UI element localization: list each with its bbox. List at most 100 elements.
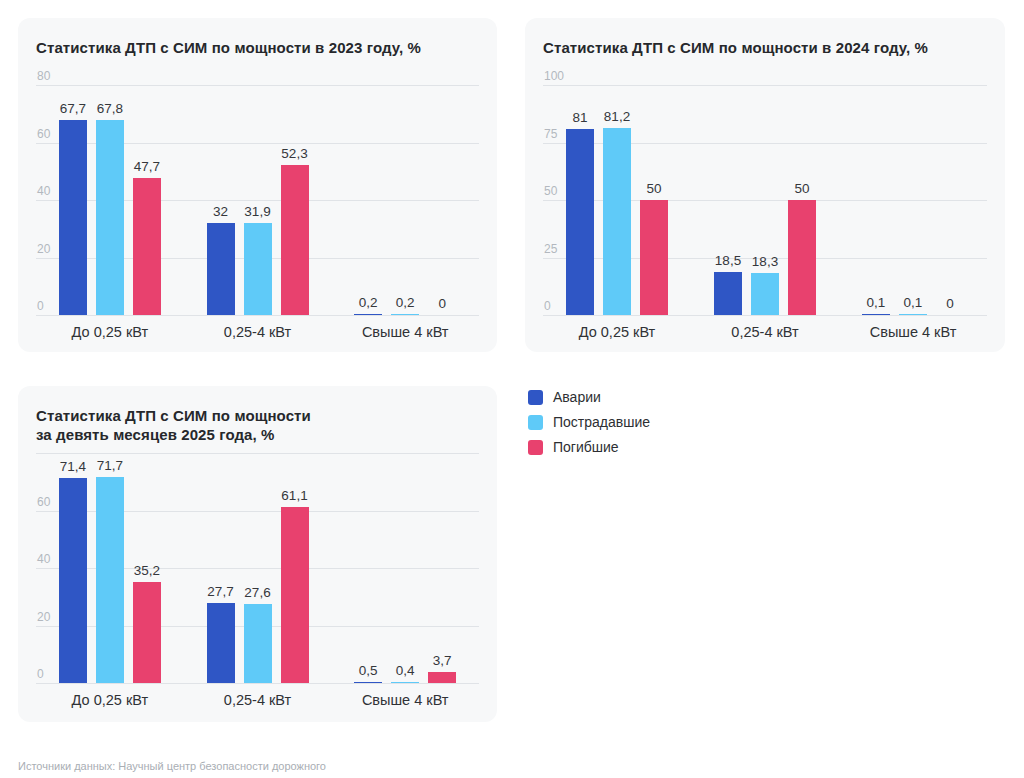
legend-swatch-accidents — [528, 390, 543, 405]
bar-with-label: 27,7 — [207, 584, 235, 683]
bar-injured — [603, 128, 631, 315]
plot-area: 80604020067,767,847,73231,952,30,20,20 — [36, 85, 479, 315]
bar-with-label: 3,7 — [428, 653, 456, 683]
chart-title: Статистика ДТП с СИМ по мощности в 2024 … — [543, 38, 987, 78]
source-note: Источники данных: Научный центр безопасн… — [18, 759, 366, 778]
bar-deaths — [133, 582, 161, 683]
category-label: Свыше 4 кВт — [839, 324, 987, 340]
bar-value-label: 71,7 — [97, 458, 123, 473]
bar-with-label: 0 — [428, 296, 456, 315]
bar-value-label: 71,4 — [60, 459, 86, 474]
bar-value-label: 31,9 — [244, 204, 270, 219]
gridline — [543, 315, 987, 316]
bar-with-label: 50 — [640, 181, 668, 315]
category-row: До 0,25 кВт0,25-4 кВтСвыше 4 кВт — [36, 692, 479, 708]
category-label: Свыше 4 кВт — [331, 692, 479, 708]
bar-with-label: 27,6 — [244, 585, 272, 683]
plot-area: 604020071,471,735,227,727,661,10,50,43,7 — [36, 453, 479, 683]
bar-with-label: 0 — [936, 296, 964, 315]
bar-with-label: 0,5 — [354, 663, 382, 683]
bar-value-label: 35,2 — [134, 563, 160, 578]
gridline — [36, 85, 479, 86]
bar-injured — [391, 314, 419, 315]
legend-swatch-injured — [528, 415, 543, 430]
bar-with-label: 67,7 — [59, 101, 87, 315]
bar-value-label: 27,6 — [244, 585, 270, 600]
bar-with-label: 35,2 — [133, 563, 161, 683]
bar-value-label: 0,4 — [396, 663, 415, 678]
bar-groups: 67,767,847,73231,952,30,20,20 — [36, 101, 479, 315]
bar-value-label: 18,3 — [752, 254, 778, 269]
bar-with-label: 0,4 — [391, 663, 419, 683]
bar-with-label: 0,1 — [862, 295, 890, 315]
bar-group: 0,5 0,4 3,7 — [331, 458, 479, 683]
category-row: До 0,25 кВт0,25-4 кВтСвыше 4 кВт — [543, 324, 987, 340]
bar-value-label: 27,7 — [207, 584, 233, 599]
bar-accidents — [714, 272, 742, 315]
legend-label: Пострадавшие — [553, 414, 650, 430]
bar-value-label: 0,2 — [396, 295, 415, 310]
bar-group: 71,4 71,7 35,2 — [36, 458, 184, 683]
gridline — [543, 85, 987, 86]
bar-value-label: 0,5 — [359, 663, 378, 678]
bar-deaths — [788, 200, 816, 315]
bar-value-label: 67,8 — [97, 101, 123, 116]
bar-with-label: 61,1 — [281, 488, 309, 683]
bar-value-label: 0,1 — [904, 295, 923, 310]
bar-injured — [244, 223, 272, 315]
y-axis-tick-label: 100 — [544, 69, 564, 83]
bar-with-label: 32 — [207, 204, 235, 315]
legend-label: Погибшие — [553, 439, 619, 455]
plot-area: 10075502508181,25018,518,3500,10,10 — [543, 85, 987, 315]
bar-with-label: 0,2 — [354, 295, 382, 315]
bar-accidents — [354, 682, 382, 683]
bar-value-label: 81,2 — [604, 109, 630, 124]
category-label: 0,25-4 кВт — [691, 324, 839, 340]
category-label: До 0,25 кВт — [36, 324, 184, 340]
bar-value-label: 0,2 — [359, 295, 378, 310]
chart-title: Статистика ДТП с СИМ по мощности в 2023 … — [36, 38, 479, 78]
chart-title-line: за девять месяцев 2025 года, % — [36, 425, 479, 444]
y-axis-tick-label: 80 — [37, 69, 50, 83]
category-label: До 0,25 кВт — [36, 692, 184, 708]
bar-injured — [96, 120, 124, 315]
bar-with-label: 81 — [566, 110, 594, 315]
bar-accidents — [207, 223, 235, 315]
category-label: 0,25-4 кВт — [184, 324, 332, 340]
bar-value-label: 61,1 — [281, 488, 307, 503]
bar-deaths — [640, 200, 668, 315]
bar-group: 81 81,2 50 — [543, 109, 691, 315]
chart-title-line: Статистика ДТП с СИМ по мощности в 2024 … — [543, 38, 987, 57]
bar-deaths — [281, 165, 309, 315]
bar-with-label: 0,1 — [899, 295, 927, 315]
bar-value-label: 18,5 — [715, 253, 741, 268]
bar-accidents — [862, 314, 890, 315]
bar-value-label: 32 — [213, 204, 228, 219]
bar-injured — [899, 314, 927, 315]
bar-accidents — [59, 120, 87, 315]
bar-with-label: 50 — [788, 181, 816, 315]
bar-groups: 81 81,2 50 18,5 18,3 50 0,1 0,1 0 — [543, 109, 987, 315]
gridline — [36, 453, 479, 454]
bar-group: 67,7 67,8 47,7 — [36, 101, 184, 315]
bar-value-label: 47,7 — [134, 159, 160, 174]
bar-with-label: 18,5 — [714, 253, 742, 315]
chart-card-2024: Статистика ДТП с СИМ по мощности в 2024 … — [525, 18, 1005, 352]
category-label: 0,25-4 кВт — [184, 692, 332, 708]
legend-item-deaths: Погибшие — [528, 439, 1005, 455]
bar-with-label: 67,8 — [96, 101, 124, 315]
bar-with-label: 31,9 — [244, 204, 272, 315]
bar-with-label: 71,4 — [59, 459, 87, 683]
bar-injured — [751, 273, 779, 315]
bar-value-label: 0,1 — [867, 295, 886, 310]
bar-group: 3231,952,3 — [184, 101, 332, 315]
bar-with-label: 47,7 — [133, 159, 161, 315]
bar-accidents — [59, 478, 87, 683]
chart-title: Статистика ДТП с СИМ по мощностиза девят… — [36, 406, 479, 446]
bar-with-label: 18,3 — [751, 254, 779, 315]
bar-value-label: 50 — [794, 181, 809, 196]
bar-accidents — [566, 129, 594, 315]
gridline — [36, 683, 479, 684]
chart-title-line: Статистика ДТП с СИМ по мощности — [36, 406, 479, 425]
bar-deaths — [281, 507, 309, 683]
